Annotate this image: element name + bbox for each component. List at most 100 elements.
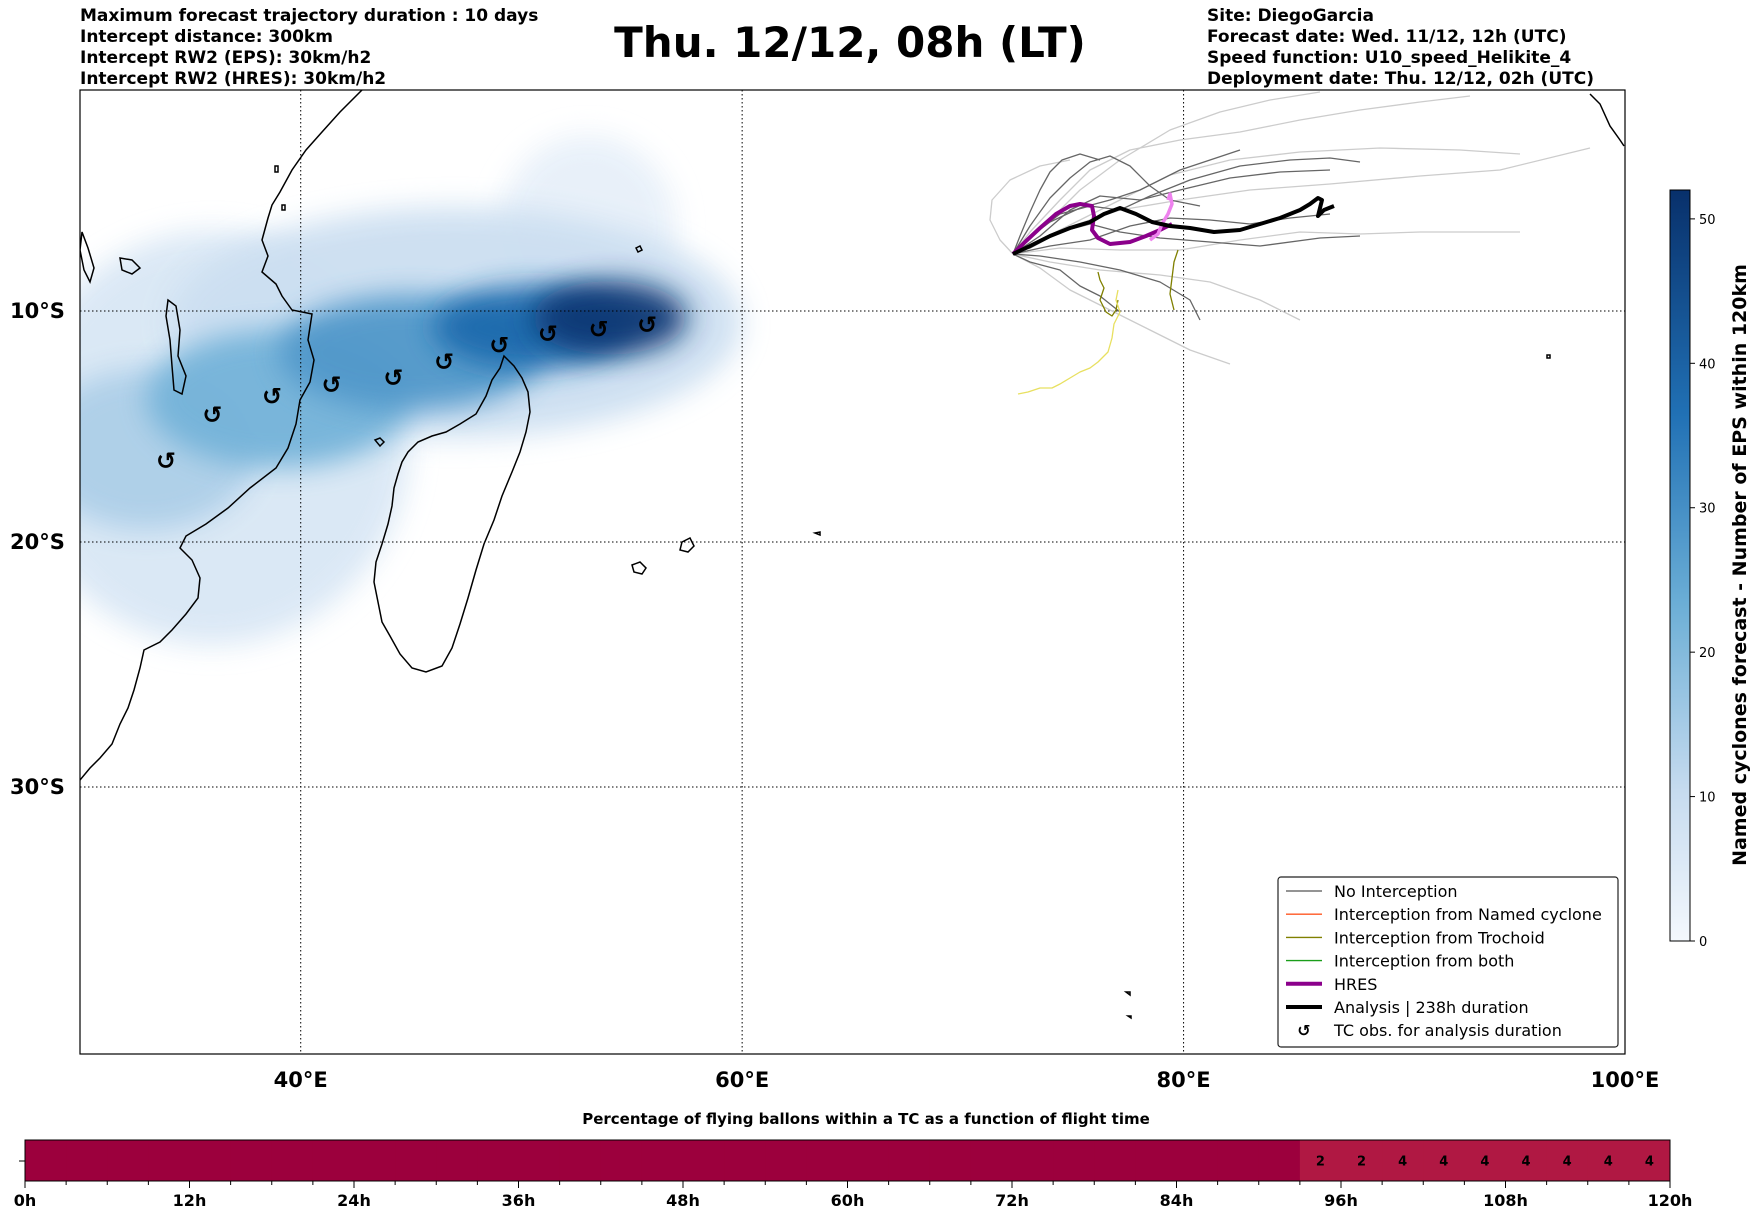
percentage-cell — [518, 1140, 561, 1181]
colorbar-tick-label: 20 — [1699, 646, 1716, 661]
site-marker — [1012, 250, 1019, 256]
header-rw2-hres: Intercept RW2 (HRES): 30km/h2 — [80, 69, 387, 89]
island-rodrigues — [812, 531, 821, 537]
percentage-bar-title: Percentage of flying ballons within a TC… — [582, 1110, 1150, 1128]
colorbar-tick-label: 0 — [1699, 935, 1707, 950]
percentage-bar-ticks: 0h 12h 24h 36h 48h 60h 72h 84h 96h 108h 120h — [14, 1181, 1693, 1210]
tc-obs-icon: ↺ — [202, 401, 222, 429]
percentage-bar-tick-label: 72h — [995, 1191, 1029, 1210]
coastlines — [80, 90, 1625, 1020]
percentage-bar: Percentage of flying ballons within a TC… — [14, 1110, 1693, 1210]
percentage-bar-tick-label: 120h — [1648, 1191, 1693, 1210]
percentage-cell-label: 4 — [1604, 1155, 1613, 1170]
header-right-info: Site: DiegoGarcia Forecast date: Wed. 11… — [1207, 6, 1594, 90]
percentage-cell-label: 4 — [1480, 1155, 1489, 1170]
eps-trajectory — [1012, 95, 1471, 255]
lake-victoria — [119, 257, 142, 275]
island-zanzibar — [274, 165, 279, 173]
tc-obs-icon: ↺ — [434, 348, 454, 376]
percentage-cell — [1546, 1140, 1589, 1181]
island-reunion — [631, 561, 647, 575]
percentage-cell — [888, 1140, 931, 1181]
legend-label: Interception from both — [1334, 952, 1514, 971]
percentage-cell — [1094, 1140, 1136, 1181]
legend-label: No Interception — [1334, 882, 1458, 901]
gridlines — [80, 90, 1625, 1054]
percentage-bar-tick-label: 96h — [1324, 1191, 1358, 1210]
header-intercept-distance: Intercept distance: 300km — [80, 27, 333, 47]
percentage-bar-tick-label: 0h — [14, 1191, 37, 1210]
percentage-cell-label: 4 — [1439, 1155, 1448, 1170]
percentage-cell — [1217, 1140, 1260, 1181]
eps-trajectory — [989, 159, 1071, 255]
density-blob — [532, 281, 687, 355]
percentage-cell — [765, 1140, 807, 1181]
percentage-cell — [477, 1140, 519, 1181]
header-left-info: Maximum forecast trajectory duration : 1… — [80, 6, 538, 90]
percentage-cell — [1341, 1140, 1383, 1181]
axis-labels: 40°E 60°E 80°E 100°E 10°S 20°S 30°S — [10, 299, 1659, 1092]
percentage-cell — [1505, 1140, 1548, 1181]
lon-tick-label: 60°E — [715, 1068, 769, 1092]
percentage-cell — [929, 1140, 972, 1181]
legend-tc-icon: ↺ — [1297, 1021, 1310, 1040]
lake-tanganyika — [80, 231, 95, 285]
legend-box — [1277, 876, 1619, 1048]
percentage-cell — [230, 1140, 273, 1181]
header-forecast-date: Forecast date: Wed. 11/12, 12h (UTC) — [1207, 27, 1567, 47]
colorbar-tick-label: 10 — [1699, 791, 1716, 806]
eps-trajectory — [1012, 253, 1201, 321]
percentage-cell — [436, 1140, 478, 1181]
legend: No Interception Interception from Named c… — [1277, 876, 1619, 1048]
percentage-cell — [25, 1140, 67, 1181]
eps-trajectory — [1012, 231, 1520, 255]
percentage-cell — [1012, 1140, 1054, 1181]
percentage-cell — [1176, 1140, 1219, 1181]
percentage-cell-label: 4 — [1398, 1155, 1407, 1170]
percentage-cell — [148, 1140, 190, 1181]
tc-obs-icon: ↺ — [637, 311, 657, 339]
percentage-cells: 2 2 4 4 4 4 4 4 4 — [25, 1140, 1671, 1181]
percentage-cell-label: 2 — [1357, 1155, 1366, 1170]
island-seychelles — [634, 244, 644, 254]
percentage-cell — [107, 1140, 149, 1181]
header-speed-function: Speed function: U10_speed_Helikite_4 — [1207, 48, 1572, 68]
percentage-cell — [683, 1140, 725, 1181]
percentage-bar-tick-label: 84h — [1160, 1191, 1194, 1210]
header-duration: Maximum forecast trajectory duration : 1… — [80, 6, 539, 26]
percentage-cell — [66, 1140, 108, 1181]
colorbar-gradient — [1669, 189, 1691, 942]
percentage-cell — [1587, 1140, 1630, 1181]
percentage-cell — [1135, 1140, 1177, 1181]
legend-label: Analysis | 238h duration — [1334, 998, 1529, 1017]
percentage-cell — [806, 1140, 848, 1181]
percentage-cell — [1464, 1140, 1506, 1181]
percentage-bar-tick-label: 36h — [502, 1191, 536, 1210]
eps-trajectory — [1012, 253, 1121, 313]
trochoid-trajectory — [1169, 249, 1179, 311]
trajectories-layer — [989, 91, 1591, 395]
legend-label: HRES — [1334, 975, 1377, 994]
header-deployment-date: Deployment date: Thu. 12/12, 02h (UTC) — [1207, 69, 1594, 89]
lon-tick-label: 80°E — [1157, 1068, 1211, 1092]
percentage-cell-label: 2 — [1316, 1155, 1325, 1170]
percentage-cell — [312, 1140, 355, 1181]
island-comoros — [373, 437, 386, 448]
percentage-cell-label: 4 — [1563, 1155, 1572, 1170]
legend-label: TC obs. for analysis duration — [1333, 1021, 1562, 1040]
island-mafia — [281, 204, 286, 211]
density-layer — [80, 135, 742, 645]
percentage-cell — [559, 1140, 602, 1181]
analysis-trajectory — [1012, 196, 1335, 256]
map-frame — [79, 89, 1626, 1055]
percentage-cell-label: 4 — [1645, 1155, 1654, 1170]
percentage-cell — [1628, 1140, 1671, 1181]
colorbar-tick-label: 30 — [1699, 502, 1716, 517]
lat-tick-label: 10°S — [10, 299, 65, 323]
island-mauritius — [679, 536, 695, 553]
lat-tick-label: 30°S — [10, 775, 65, 799]
hres-trajectory-late — [1148, 192, 1174, 242]
legend-label: Interception from Trochoid — [1334, 928, 1545, 947]
eps-trajectory — [1012, 155, 1201, 255]
